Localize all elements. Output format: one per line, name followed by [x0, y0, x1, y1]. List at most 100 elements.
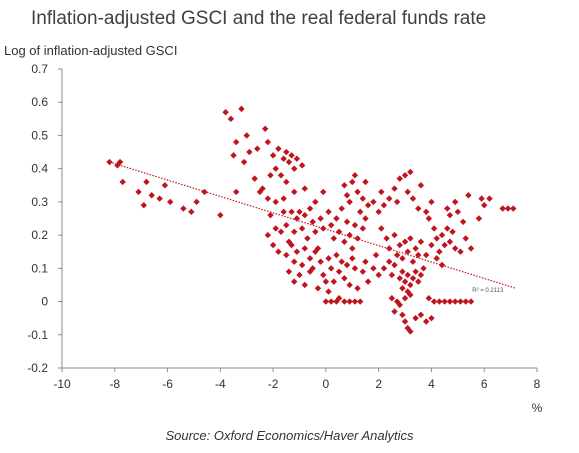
data-point: [354, 188, 361, 196]
data-point: [364, 202, 372, 209]
data-point: [349, 245, 356, 252]
data-point: [378, 225, 385, 232]
data-point: [341, 298, 348, 305]
data-point: [343, 218, 351, 226]
data-point: [272, 225, 279, 232]
y-tick-label: -0.1: [27, 328, 48, 342]
data-point: [285, 158, 293, 166]
data-point: [417, 311, 425, 319]
data-point: [314, 285, 322, 292]
data-point: [388, 271, 396, 279]
data-point: [386, 258, 393, 265]
data-point: [261, 125, 269, 132]
data-point: [446, 238, 454, 245]
data-point: [166, 198, 174, 206]
data-point: [230, 152, 237, 159]
data-point: [433, 255, 440, 262]
data-point: [346, 298, 353, 305]
data-point: [280, 208, 287, 216]
data-point: [407, 281, 414, 289]
data-point: [330, 235, 338, 242]
x-tick-label: 6: [481, 377, 488, 391]
data-point: [481, 202, 488, 209]
data-point: [422, 251, 430, 259]
data-point: [401, 172, 409, 179]
data-point: [291, 258, 298, 265]
data-point: [264, 195, 272, 202]
data-point: [343, 261, 351, 269]
data-point: [396, 175, 403, 182]
data-point: [349, 178, 356, 186]
data-point: [293, 155, 301, 162]
data-point: [499, 205, 506, 212]
data-point: [267, 172, 274, 179]
data-point: [267, 211, 274, 219]
data-point: [457, 248, 464, 255]
data-point: [486, 195, 493, 202]
data-point: [251, 175, 258, 182]
data-point: [343, 192, 351, 199]
data-point: [106, 158, 113, 166]
data-point: [272, 198, 279, 206]
data-point: [161, 182, 169, 189]
data-point: [351, 265, 359, 272]
data-point: [375, 271, 382, 279]
data-point: [301, 185, 308, 192]
data-point: [467, 245, 475, 252]
data-point: [436, 298, 443, 305]
data-point: [417, 182, 425, 189]
data-point: [415, 278, 422, 285]
data-point: [116, 158, 124, 166]
data-point: [380, 202, 388, 209]
y-tick-label: 0.5: [31, 128, 48, 142]
x-tick-label: 2: [375, 377, 382, 391]
chart-title: Inflation-adjusted GSCI and the real fed…: [31, 8, 487, 29]
data-point: [396, 301, 403, 309]
data-point: [436, 248, 443, 255]
data-point: [404, 188, 411, 196]
data-point: [433, 235, 440, 242]
data-point: [459, 218, 467, 226]
data-point: [272, 165, 279, 172]
data-point: [401, 295, 409, 302]
data-point: [425, 295, 433, 302]
y-axis-label: Log of inflation-adjusted GSCI: [4, 43, 178, 58]
data-point: [404, 271, 411, 279]
data-point: [356, 208, 364, 216]
data-point: [362, 178, 369, 186]
data-point: [409, 195, 417, 202]
trendline-group: R² = 0.2113: [109, 161, 517, 294]
data-point: [391, 185, 398, 192]
data-point: [309, 218, 316, 226]
data-point: [362, 258, 369, 265]
data-point: [283, 221, 290, 229]
data-point: [451, 198, 459, 206]
data-point: [338, 258, 345, 265]
data-point: [301, 245, 308, 252]
data-point: [327, 221, 335, 229]
data-point: [412, 245, 419, 252]
data-points: [106, 105, 517, 335]
data-point: [285, 268, 293, 275]
data-point: [407, 291, 414, 299]
data-point: [338, 205, 345, 212]
data-point: [317, 215, 324, 222]
x-tick-label: -4: [215, 377, 226, 391]
data-point: [451, 245, 459, 252]
data-point: [407, 328, 414, 335]
data-point: [256, 188, 264, 196]
data-point: [354, 285, 361, 292]
data-point: [441, 298, 448, 305]
y-tick-label: 0.6: [31, 95, 48, 109]
source-note: Source: Oxford Economics/Haver Analytics: [165, 428, 414, 443]
data-point: [438, 231, 446, 239]
data-point: [341, 182, 348, 189]
x-tick-label: 0: [323, 377, 330, 391]
data-point: [504, 205, 512, 212]
data-point: [188, 208, 195, 216]
y-tick-label: 0.7: [31, 62, 48, 76]
data-point: [298, 162, 306, 169]
data-point: [335, 268, 343, 275]
data-point: [333, 251, 340, 259]
data-point: [320, 271, 327, 279]
